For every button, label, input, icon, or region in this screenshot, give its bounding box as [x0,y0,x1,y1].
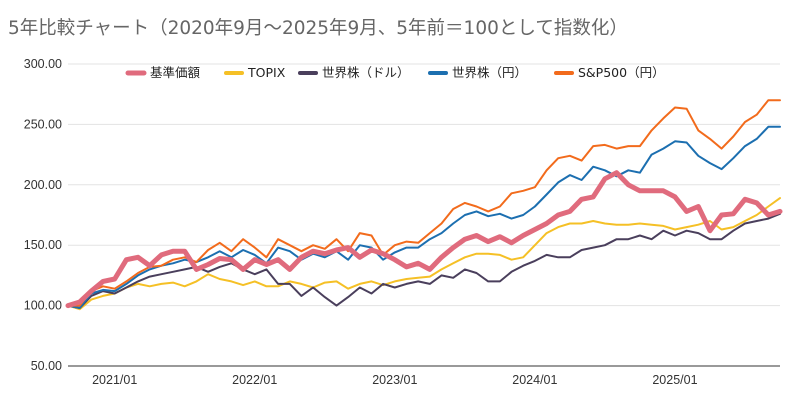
chart-title: 5年比較チャート（2020年9月～2025年9月、5年前＝100として指数化） [8,18,628,39]
series-line-3 [67,125,781,309]
series-line-1 [67,197,781,311]
x-tick-label: 2021/01 [92,373,137,387]
legend: 基準価額 TOPIX 世界株（ドル） 世界株（円） S&P500（円） [125,65,665,80]
x-tick-label: 2023/01 [372,373,417,387]
x-tick-label: 2022/01 [232,373,277,387]
y-tick-label: 100.00 [24,299,62,313]
y-tick-label: 150.00 [24,238,62,252]
x-tick-label: 2024/01 [512,373,557,387]
legend-label: 基準価額 [150,65,201,80]
y-tick-label: 50.00 [31,359,62,373]
y-tick-label: 250.00 [24,117,62,131]
series-line-0 [65,170,783,309]
legend-label: S&P500（円） [578,65,665,80]
axes: 50.00 100.00 150.00 200.00 250.00 300.00 2021/… [24,57,698,387]
series-line-4 [67,99,781,307]
legend-label: 世界株（円） [452,65,527,80]
legend-label: 世界株（ドル） [322,65,410,80]
series-line-2 [67,212,781,309]
y-tick-label: 300.00 [24,57,62,71]
series-lines [65,99,783,311]
x-tick-label: 2025/01 [652,373,697,387]
legend-label: TOPIX [247,65,286,80]
y-tick-label: 200.00 [24,178,62,192]
gridlines [68,63,780,367]
